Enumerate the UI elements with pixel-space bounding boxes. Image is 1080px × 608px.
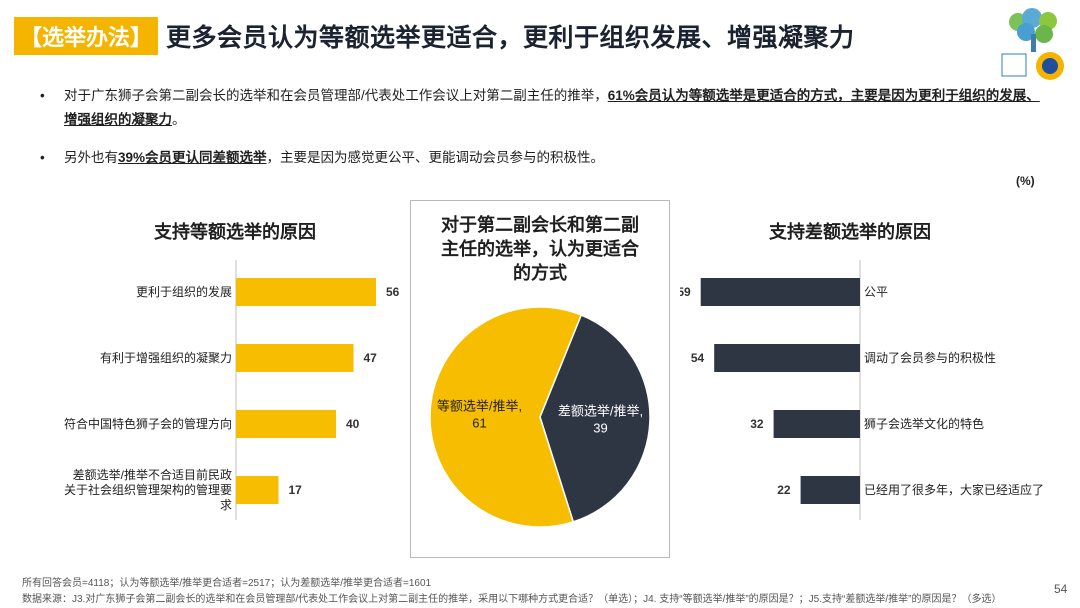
pie-slice-value: 61 [472,416,486,431]
right-chart-title: 支持差额选举的原因 [769,222,931,242]
right-bar [700,278,860,306]
left-bar-value: 17 [289,483,303,497]
bullet-text: 另外也有 [64,150,118,165]
bullet-highlight: 61%会员认为等额选举是更适合的方式，主要是因为更利于组织的发展、增强组织的凝聚… [64,88,1040,127]
summary-bullets: 对于广东狮子会第二副会长的选举和在会员管理部/代表处工作会议上对第二副主任的推举… [40,84,1040,170]
pie-slice-value: 39 [593,420,607,435]
bullet-item: 对于广东狮子会第二副会长的选举和在会员管理部/代表处工作会议上对第二副主任的推举… [40,84,1040,132]
page-title: 更多会员认为等额选举更适合，更利于组织发展、增强凝聚力 [166,24,855,52]
right-bar [800,476,860,504]
page-number: 54 [1054,582,1068,596]
title-bar: 【选举办法】 更多会员认为等额选举更适合，更利于组织发展、增强凝聚力 [14,14,855,58]
left-category-label: 符合中国特色狮子会的管理方向 [64,416,232,431]
right-category-label: 已经用了很多年，大家已经适应了 [864,482,1044,497]
left-category-label: 更利于组织的发展 [136,284,232,299]
left-category-label: 有利于增强组织的凝聚力 [100,350,232,365]
right-category-label: 调动了会员参与的积极性 [864,350,996,365]
left-bar [236,278,376,306]
right-category-label: 狮子会选举文化的特色 [864,416,984,431]
left-bar [236,410,336,438]
bullet-text-end: 。 [172,112,186,127]
pie-chart: 差额选举/推举, 39 等额选举/推举, 61 [429,306,651,528]
pie-panel: 对于第二副会长和第二副主任的选举，认为更适合的方式 差额选举/推举, 39 等额选举… [410,200,670,558]
bullet-item: 另外也有39%会员更认同差额选举，主要是因为感觉更公平、更能调动会员参与的积极性… [40,146,1040,170]
right-bar-value: 22 [777,483,791,497]
right-bar-value: 32 [750,417,764,431]
footer-base: 所有回答会员=4118；认为等额选举/推举更合适者=2517；认为差额选举/推举… [22,578,432,589]
left-category-label: 求 [220,498,232,512]
footer-source: 数据来源：J3.对广东狮子会第二副会长的选举和在会员管理部/代表处工作会议上对第… [22,594,1002,605]
left-bar [236,344,354,372]
pie-slice [539,314,651,523]
left-category-label: 关于社会组织管理架构的管理要 [64,482,232,497]
pie-chart-title: 对于第二副会长和第二副主任的选举，认为更适合的方式 [441,215,639,283]
right-bar-value: 54 [691,351,705,365]
right-category-label: 公平 [864,285,888,299]
pie-slice-label: 等额选举/推举, [437,399,522,414]
left-chart-title: 支持等额选举的原因 [154,222,316,242]
bullet-text-end: ，主要是因为感觉更公平、更能调动会员参与的积极性。 [266,150,605,165]
bullet-text: 对于广东狮子会第二副会长的选举和在会员管理部/代表处工作会议上对第二副主任的推举… [64,88,608,103]
right-bar-value: 59 [680,285,691,299]
lions-club-logo [1001,8,1064,80]
left-bar-value: 40 [346,417,360,431]
left-bar-value: 47 [364,351,378,365]
left-bar-value: 56 [386,285,400,299]
right-bar [714,344,860,372]
right-bar [773,410,860,438]
bullet-highlight: 39%会员更认同差额选举 [118,150,267,165]
pie-slice [429,306,583,528]
pie-slice-label: 差额选举/推举, [558,403,643,418]
left-category-label: 差额选举/推举不合适目前民政 [73,467,232,482]
title-tag: 【选举办法】 [14,17,159,55]
unit-label: (%) [1016,174,1035,188]
left-bar-chart: 56 更利于组织的发展 47 有利于增强组织的凝聚力 40 符合中国特色狮子会的管理方向 1… [64,260,400,520]
left-bar [236,476,279,504]
right-bar-chart: 59 公平 54 调动了会员参与的积极性 32 狮子会选举文化的特色 22 已经用了很多年，大… [680,260,1044,520]
